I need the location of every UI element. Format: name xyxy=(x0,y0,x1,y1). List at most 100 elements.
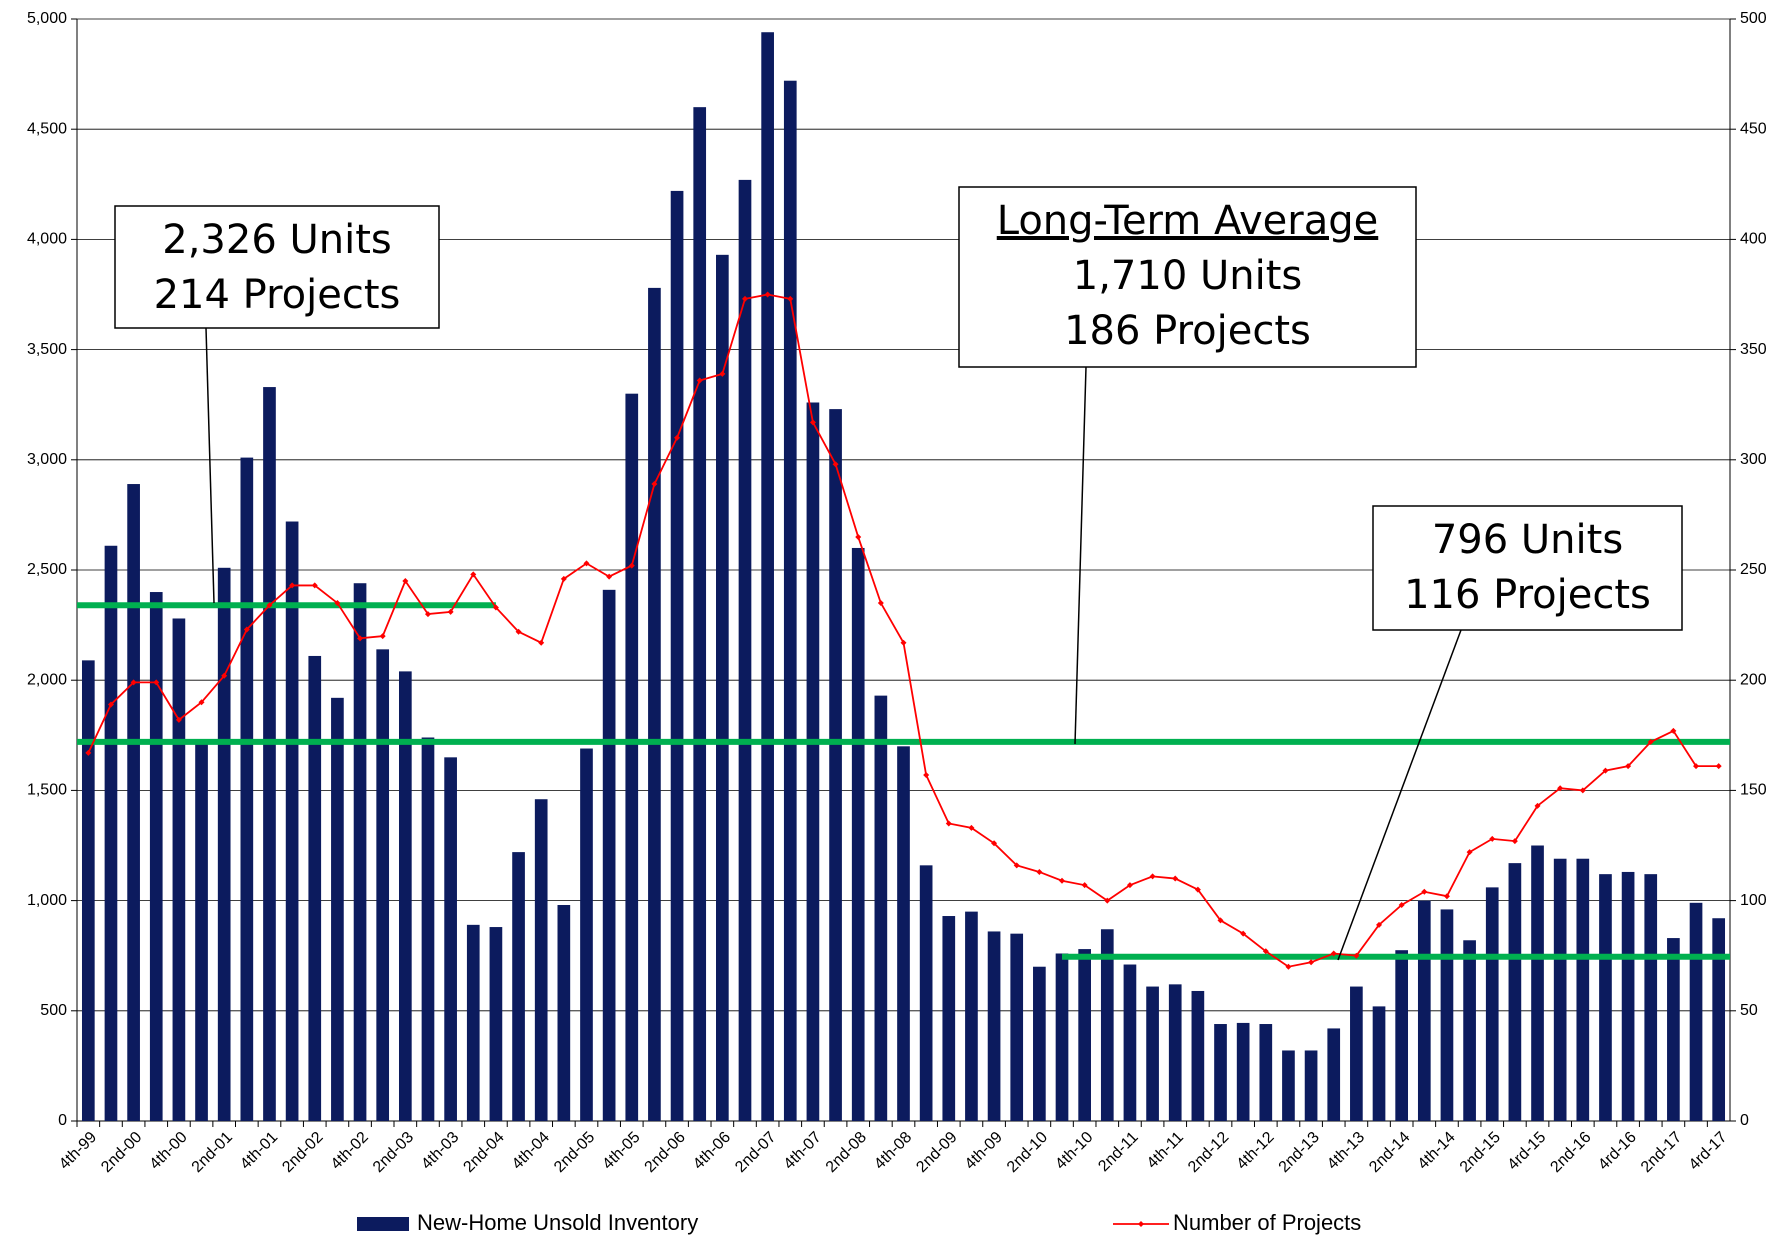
bar xyxy=(716,254,729,1121)
x-tick-label: 4th-08 xyxy=(871,1129,915,1173)
bar xyxy=(1372,1006,1386,1121)
y2-tick-label: 0 xyxy=(1740,1112,1749,1129)
line-marker xyxy=(424,611,431,618)
bar xyxy=(466,924,480,1121)
bar xyxy=(557,905,571,1121)
line-marker xyxy=(1534,802,1541,809)
line-marker xyxy=(651,481,658,488)
bar xyxy=(783,80,797,1121)
line-marker xyxy=(1376,921,1383,928)
bar xyxy=(625,393,639,1121)
x-tick-label: 2nd-10 xyxy=(1004,1129,1051,1176)
line-marker xyxy=(832,461,839,468)
bar xyxy=(489,927,503,1121)
line-marker xyxy=(130,679,137,686)
x-tick-label: 2nd-04 xyxy=(460,1129,507,1176)
line-marker xyxy=(855,533,862,540)
line-marker xyxy=(447,608,454,615)
bar xyxy=(1168,984,1182,1121)
line-marker xyxy=(85,749,92,756)
bar xyxy=(376,649,390,1121)
line-marker xyxy=(1081,882,1088,889)
y-tick-label: 4,500 xyxy=(27,120,67,137)
line-marker xyxy=(1398,902,1405,909)
line-marker xyxy=(809,419,816,426)
bar xyxy=(398,671,412,1121)
bar xyxy=(829,409,842,1121)
x-tick-label: 2nd-02 xyxy=(279,1129,326,1176)
bar xyxy=(1033,966,1046,1121)
line-marker xyxy=(1625,763,1632,770)
bar xyxy=(217,567,231,1121)
line-marker xyxy=(1511,838,1518,845)
bar xyxy=(172,618,186,1121)
line-marker xyxy=(1059,877,1066,884)
line-marker xyxy=(674,434,681,441)
line-marker xyxy=(560,575,567,582)
bar xyxy=(761,32,774,1121)
line-marker xyxy=(1308,959,1315,966)
x-tick-label: 4th-99 xyxy=(56,1129,100,1173)
line-marker xyxy=(719,370,726,377)
line-marker xyxy=(1421,888,1428,895)
x-tick-label: 4th-11 xyxy=(1144,1129,1187,1172)
line-marker xyxy=(402,578,409,585)
bar xyxy=(1304,1050,1318,1121)
y-tick-label: 1,000 xyxy=(27,892,67,909)
line-marker xyxy=(696,377,703,384)
line-marker xyxy=(1579,787,1586,794)
annotation-pointer xyxy=(205,327,215,604)
bar xyxy=(1191,990,1205,1121)
line-marker xyxy=(1194,886,1201,893)
bar xyxy=(512,852,525,1121)
bar xyxy=(919,865,933,1121)
bar xyxy=(81,660,95,1121)
bar xyxy=(670,190,684,1122)
line-marker xyxy=(379,633,386,640)
line-marker xyxy=(606,573,613,580)
line-marker xyxy=(991,840,998,847)
line-marker xyxy=(1036,868,1043,875)
bar xyxy=(648,287,661,1121)
y-tick-label: 2,000 xyxy=(27,671,67,688)
line-marker xyxy=(1693,763,1700,770)
line-marker xyxy=(787,295,794,302)
y-tick-label: 3,000 xyxy=(27,451,67,468)
annotation-text: 2,326 Units xyxy=(162,217,392,263)
x-tick-label: 2nd-15 xyxy=(1457,1129,1504,1176)
line-marker xyxy=(515,628,522,635)
y-tick-label: 1,500 xyxy=(27,782,67,799)
line-marker xyxy=(357,635,364,642)
bar xyxy=(1282,1050,1295,1121)
bar xyxy=(195,741,208,1121)
annotation-box xyxy=(114,205,440,329)
line-marker xyxy=(538,639,545,646)
bar xyxy=(602,589,616,1121)
bar xyxy=(806,402,820,1122)
x-tick-label: 2nd-08 xyxy=(823,1129,870,1176)
y-tick-label: 0 xyxy=(58,1112,67,1129)
bar xyxy=(104,545,118,1121)
y2-tick-label: 400 xyxy=(1740,231,1767,248)
line-marker xyxy=(1353,952,1360,959)
line-marker xyxy=(1217,917,1224,924)
bar xyxy=(1485,887,1499,1121)
annotation-text: 214 Projects xyxy=(154,272,401,318)
bar xyxy=(1078,949,1091,1121)
y-tick-label: 4,000 xyxy=(27,231,67,248)
line-marker xyxy=(492,604,499,611)
line-marker xyxy=(198,699,205,706)
bar xyxy=(897,746,910,1121)
line-marker xyxy=(289,582,296,589)
y2-tick-label: 100 xyxy=(1740,892,1767,909)
line-marker xyxy=(1557,785,1564,792)
x-tick-label: 2nd-12 xyxy=(1185,1129,1232,1176)
line-marker xyxy=(1013,862,1020,869)
line-marker xyxy=(1670,727,1677,734)
bar xyxy=(1689,902,1703,1121)
grid xyxy=(77,18,1730,1122)
bar xyxy=(1123,964,1137,1121)
x-tick-label: 2nd-13 xyxy=(1276,1129,1323,1176)
x-tick-label: 2nd-00 xyxy=(98,1129,145,1176)
x-tick-label: 2nd-16 xyxy=(1547,1129,1594,1176)
